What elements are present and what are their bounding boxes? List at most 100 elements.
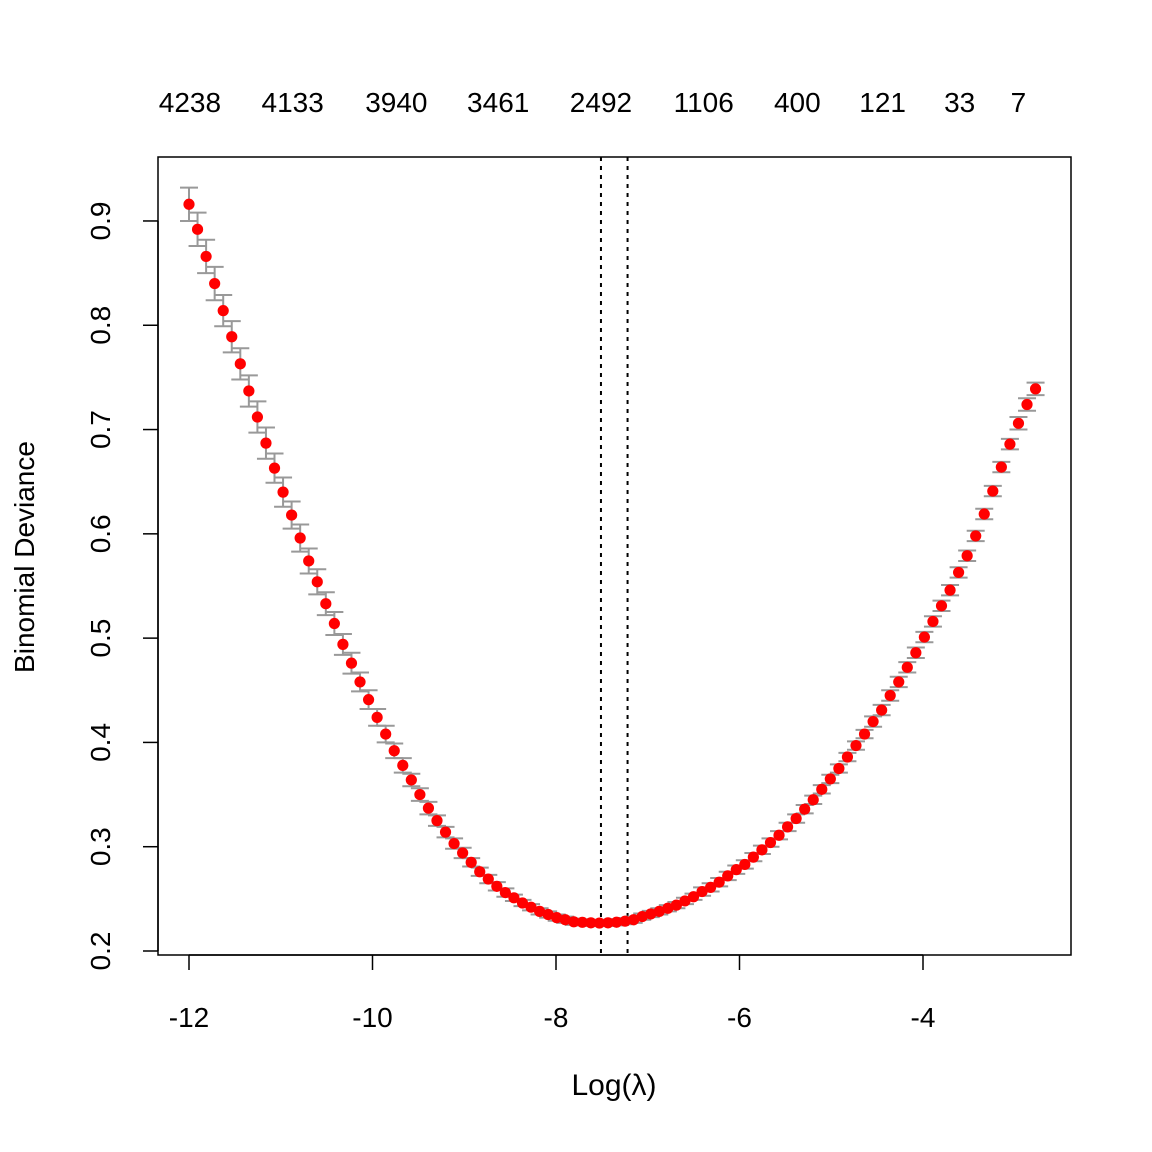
data-point [850, 739, 862, 752]
top-axis-label: 7 [1011, 87, 1027, 118]
data-point [491, 880, 503, 892]
data-point [294, 532, 306, 544]
data-point [619, 915, 631, 927]
data-point [687, 891, 700, 903]
data-point [781, 821, 794, 833]
data-point [628, 914, 640, 926]
data-point [739, 858, 751, 871]
data-point [209, 277, 221, 290]
top-axis-label: 3940 [365, 87, 427, 118]
data-point [807, 794, 819, 806]
top-axis-label: 33 [944, 87, 975, 118]
data-point [935, 600, 948, 612]
top-axis-label: 4238 [159, 87, 221, 118]
data-point [593, 917, 606, 929]
data-point [183, 198, 195, 210]
data-point [670, 899, 683, 911]
data-point [465, 856, 477, 868]
top-axis-label: 3461 [467, 87, 529, 118]
data-point [482, 873, 494, 885]
data-point [405, 774, 417, 786]
data-point [952, 566, 965, 579]
x-tick-label: -6 [727, 1002, 752, 1033]
data-point [995, 461, 1007, 473]
x-tick-label: -4 [911, 1002, 936, 1033]
data-point [790, 812, 802, 825]
data-point [662, 902, 674, 914]
data-point [576, 916, 588, 928]
data-point [243, 385, 255, 397]
y-tick-label: 0.9 [85, 202, 116, 241]
data-point [713, 876, 725, 888]
data-point [457, 847, 469, 859]
top-axis-label: 1106 [674, 87, 734, 118]
data-point [884, 689, 896, 702]
data-point [927, 615, 939, 628]
top-axis-label: 121 [859, 87, 906, 118]
data-point [551, 912, 563, 924]
data-point [320, 598, 332, 610]
data-point [970, 530, 982, 542]
data-point [961, 550, 973, 562]
data-point [508, 892, 520, 904]
lambda-reference-lines [599, 157, 629, 955]
data-point [585, 917, 597, 929]
data-point [876, 704, 888, 716]
data-point [217, 305, 229, 317]
data-point [371, 711, 383, 723]
data-point [602, 917, 614, 929]
x-tick-label: -10 [352, 1002, 392, 1033]
data-point [354, 676, 366, 688]
data-point [1021, 398, 1033, 411]
data-point [234, 358, 246, 370]
data-point [833, 762, 845, 775]
data-point [705, 881, 717, 893]
data-point [542, 908, 554, 921]
data-point [696, 885, 708, 898]
data-point [1029, 383, 1042, 395]
data-point [730, 864, 742, 876]
data-point [345, 657, 358, 669]
data-point [303, 555, 315, 567]
data-point [200, 250, 212, 263]
data-point [568, 916, 580, 928]
data-point [448, 837, 460, 850]
top-axis-labels: 4238 4133 3940 3461 2492 1106 400 121 33 7 [159, 87, 1026, 118]
data-point [380, 728, 392, 740]
data-point [747, 851, 759, 863]
plot-frame [157, 156, 1072, 956]
data-point [251, 411, 264, 423]
top-axis-label: 400 [774, 87, 821, 118]
data-point [397, 759, 409, 771]
data-point [533, 905, 546, 917]
data-point [516, 897, 529, 909]
y-tick-label: 0.6 [85, 514, 116, 553]
top-axis-label: 2492 [570, 87, 632, 118]
data-point [910, 647, 922, 659]
data-point [311, 576, 323, 588]
data-point [978, 508, 990, 520]
data-point [987, 485, 999, 497]
data-point [328, 617, 340, 630]
y-tick-label: 0.3 [85, 827, 116, 866]
data-point [388, 745, 400, 757]
data-point [893, 676, 905, 688]
x-axis-label: Log(λ) [571, 1069, 656, 1102]
data-point [474, 866, 486, 878]
data-point [901, 661, 913, 673]
data-point [559, 914, 571, 926]
data-point [764, 836, 777, 849]
y-tick-label: 0.5 [85, 619, 116, 658]
data-point [439, 826, 452, 838]
data-point [773, 829, 785, 841]
data-point [610, 916, 623, 928]
data-point [645, 908, 657, 920]
data-point [525, 901, 537, 913]
y-tick-label: 0.8 [85, 306, 116, 345]
data-point [431, 815, 443, 827]
x-axis: -12 -10 -8 -6 -4 [169, 954, 936, 1033]
data-point [337, 638, 349, 650]
data-point [260, 437, 272, 449]
data-point [841, 751, 854, 763]
data-point [816, 783, 828, 795]
